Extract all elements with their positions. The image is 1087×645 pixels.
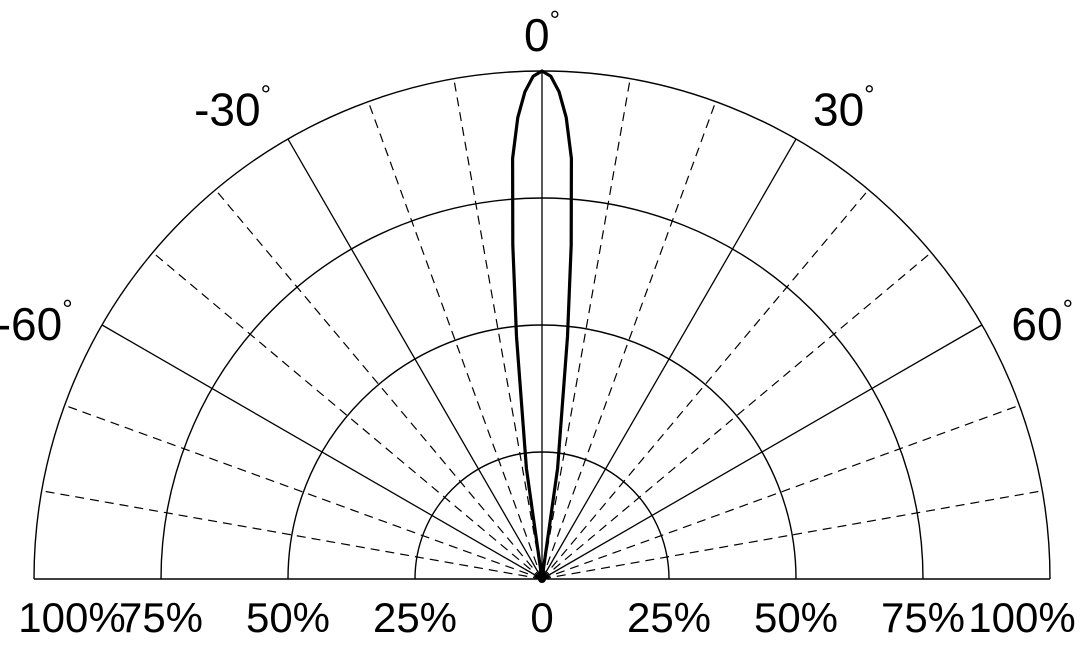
dashed-spoke--70 [64, 404, 543, 580]
angle-label-value: 60 [1011, 298, 1062, 350]
radial-tick-label-center-0: 0 [530, 594, 553, 641]
angle-label-0: 0° [524, 5, 560, 61]
degree-symbol: ° [550, 5, 560, 35]
dashed-spoke--20 [367, 101, 543, 580]
radial-tick-label-right-75: 75% [881, 594, 965, 641]
degree-symbol: ° [261, 80, 271, 110]
dashed-spoke-70 [541, 404, 1020, 580]
angle-label-value: 0 [524, 9, 550, 61]
dashed-spoke--10 [453, 78, 543, 580]
angle-label--60: -60° [0, 294, 73, 350]
angle-label-value: -30 [194, 84, 260, 136]
grid-arc-25 [414, 451, 670, 580]
dashed-spoke-50 [541, 252, 932, 580]
dashed-spoke-40 [541, 189, 869, 580]
pattern-curve-0 [511, 69, 573, 581]
dashed-spoke-20 [541, 101, 717, 580]
dashed-spoke--80 [41, 490, 543, 580]
radial-tick-label-left-50: 50% [246, 594, 330, 641]
curve-layer [511, 69, 573, 583]
angle-label-60: 60° [1011, 294, 1073, 350]
radial-tick-label-right-25: 25% [627, 594, 711, 641]
angle-label-value: 30 [813, 84, 864, 136]
degree-symbol: ° [864, 80, 874, 110]
radial-tick-label-left-25: 25% [373, 594, 457, 641]
radial-tick-label-right-50: 50% [754, 594, 838, 641]
angle-label--30: -30° [194, 80, 271, 136]
radial-tick-label-right-100: 100% [968, 594, 1075, 641]
radial-tick-label-left-75: 75% [119, 594, 203, 641]
grid-arc-75 [160, 197, 924, 580]
label-layer: -60°-30°0°30°60°100%75% 50% 25% 0 25% 50% 75% 1… [0, 5, 1076, 641]
dashed-spoke-10 [541, 78, 631, 580]
dashed-spoke--50 [152, 252, 543, 580]
degree-symbol: ° [1063, 294, 1073, 324]
dashed-spoke--40 [215, 189, 543, 580]
angle-label-30: 30° [813, 80, 875, 136]
angle-label-value: -60 [0, 298, 62, 350]
grid-layer [33, 70, 1051, 580]
radial-tick-label-left-100: 100% [18, 594, 125, 641]
grid-arc-50 [287, 324, 797, 580]
dashed-spoke-80 [541, 490, 1043, 580]
degree-symbol: ° [62, 294, 72, 324]
origin-dot [538, 575, 546, 583]
